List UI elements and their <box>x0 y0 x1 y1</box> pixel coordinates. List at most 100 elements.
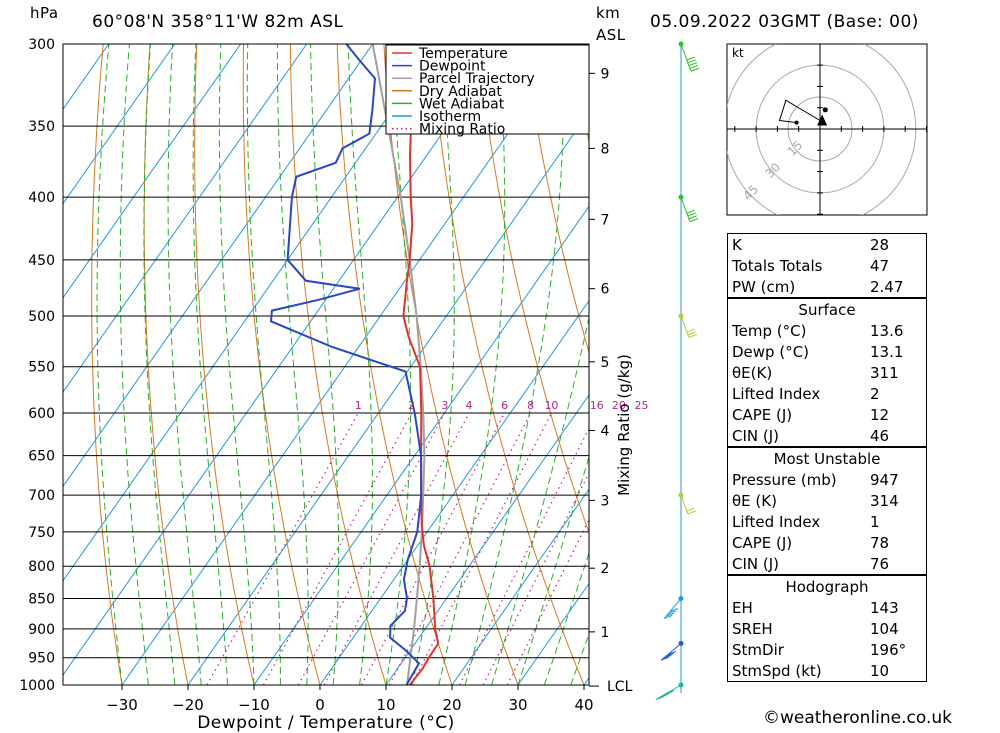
km-label: km <box>596 4 621 22</box>
index-label: CIN (J) <box>732 426 780 445</box>
legend-label: Temperature <box>418 46 508 62</box>
wind-barb-flag <box>687 59 697 64</box>
wet-adiabat-line <box>143 44 176 685</box>
wind-barb-flag <box>688 334 698 339</box>
pressure-tick-label: 450 <box>28 253 55 269</box>
isotherm-line <box>63 44 242 299</box>
wind-barb-flag <box>664 614 673 619</box>
wind-barb-staff <box>680 315 690 338</box>
dry-adiabat-line <box>523 44 589 354</box>
index-value: 2.47 <box>870 277 904 296</box>
index-value: 314 <box>870 491 899 510</box>
wet-adiabat-line <box>464 44 565 685</box>
mixing-ratio-line <box>459 427 589 685</box>
index-row: Pressure (mb) 947 <box>728 469 927 490</box>
height-tick-label: 4 <box>601 423 610 439</box>
indices-panel: K 28 Totals Totals 47 PW (cm) 2.47 Surface Tem… <box>727 233 927 682</box>
sounding-profiles <box>269 44 440 685</box>
index-label: Pressure (mb) <box>732 470 837 489</box>
wind-barb-flag <box>686 507 695 512</box>
legend-label: Parcel Trajectory <box>419 71 535 87</box>
index-label: K <box>732 235 742 254</box>
mixing-ratio-line <box>410 412 552 685</box>
wind-barb-flag <box>663 654 672 659</box>
dry-adiabat-line <box>992 44 1000 685</box>
copyright-footer: ©weatheronline.co.uk <box>762 708 952 728</box>
index-row: Temp (°C) 13.6 <box>728 320 927 341</box>
wind-barb-flag <box>667 650 677 655</box>
legend-box <box>385 44 590 135</box>
pressure-tick-label: 650 <box>28 449 55 465</box>
index-row: SREH 104 <box>728 618 927 639</box>
isotherm-line <box>319 299 589 685</box>
index-label: θE(K) <box>732 363 773 382</box>
height-tick-label: 5 <box>601 355 610 371</box>
asl-label: ASL <box>596 26 626 44</box>
index-value: 2 <box>870 384 880 403</box>
index-row: θE(K) 311 <box>728 362 927 383</box>
index-value: 28 <box>870 235 890 254</box>
axes-labels: 1 2 3 4 6 8 10 16 20 2530035040045050055060065070… <box>19 37 648 733</box>
index-value: 13.6 <box>870 321 904 340</box>
x-tick-label: 20 <box>442 696 461 714</box>
pressure-tick-label: 350 <box>28 119 55 135</box>
index-value: 1 <box>870 512 880 531</box>
index-value: 46 <box>870 426 890 445</box>
surface-indices-table: Surface Temp (°C) 13.6 Dewp (°C) 13.1 θE(K) 31… <box>727 298 927 447</box>
legend-label: Dry Adiabat <box>419 84 502 100</box>
x-tick-label: −10 <box>238 696 270 714</box>
index-row: CIN (J) 76 <box>728 553 927 575</box>
isotherm-line <box>63 44 374 488</box>
height-tick-label: 9 <box>601 66 610 82</box>
index-label: θE (K) <box>732 491 777 510</box>
wind-barb-flag <box>665 652 674 657</box>
hodograph-trace <box>778 99 821 124</box>
isotherm-line <box>187 111 589 685</box>
isotherm-line <box>63 44 308 394</box>
pressure-tick-label: 700 <box>28 488 55 504</box>
x-tick-label: 30 <box>508 696 527 714</box>
x-tick-label: 40 <box>574 696 593 714</box>
index-row: θE (K) 314 <box>728 490 927 511</box>
height-tick-label: 6 <box>601 282 610 298</box>
isotherm-line <box>63 44 506 676</box>
index-value: 104 <box>870 619 899 638</box>
mixing-ratio-label: 2 <box>408 399 415 412</box>
wet-adiabat-line <box>218 44 255 685</box>
dry-adiabat-line <box>194 44 255 685</box>
wind-barb-flag <box>686 56 695 61</box>
pressure-tick-label: 850 <box>28 591 55 607</box>
index-value: 311 <box>870 363 899 382</box>
wind-barb-flag <box>687 510 697 515</box>
mixing-ratio-label: 25 <box>635 399 649 412</box>
wind-barb-flag <box>687 331 697 336</box>
wind-barb-flag <box>667 610 677 615</box>
legend-label: Isotherm <box>419 109 481 125</box>
index-value: 947 <box>870 470 899 489</box>
index-label: StmDir <box>732 640 784 659</box>
wind-barb-flag <box>666 690 675 694</box>
wet-adiabat-line <box>276 44 309 685</box>
index-label: PW (cm) <box>732 277 796 296</box>
wet-adiabat-line <box>310 44 340 685</box>
index-row: StmDir 196° <box>728 639 927 660</box>
index-value: 76 <box>870 554 890 573</box>
wet-adiabat-line <box>491 315 589 685</box>
pressure-tick-label: 750 <box>28 525 55 541</box>
dry-adiabat-line <box>945 44 1000 685</box>
pressure-gridlines <box>63 43 589 686</box>
wind-barb-flag <box>660 656 670 661</box>
isotherm-line <box>63 44 176 205</box>
hpa-label: hPa <box>30 4 59 22</box>
temperature-line <box>402 44 440 685</box>
index-value: 13.1 <box>870 342 904 361</box>
x-tick-label: −30 <box>106 696 138 714</box>
x-axis-title: Dewpoint / Temperature (°C) <box>197 713 455 733</box>
height-tick-label: 2 <box>601 561 610 577</box>
index-label: Lifted Index <box>732 512 821 531</box>
mixing-ratio-line <box>361 412 506 685</box>
wind-barb-flag <box>686 209 695 214</box>
index-label: Totals Totals <box>732 256 823 275</box>
section-title: Hodograph <box>785 577 869 596</box>
